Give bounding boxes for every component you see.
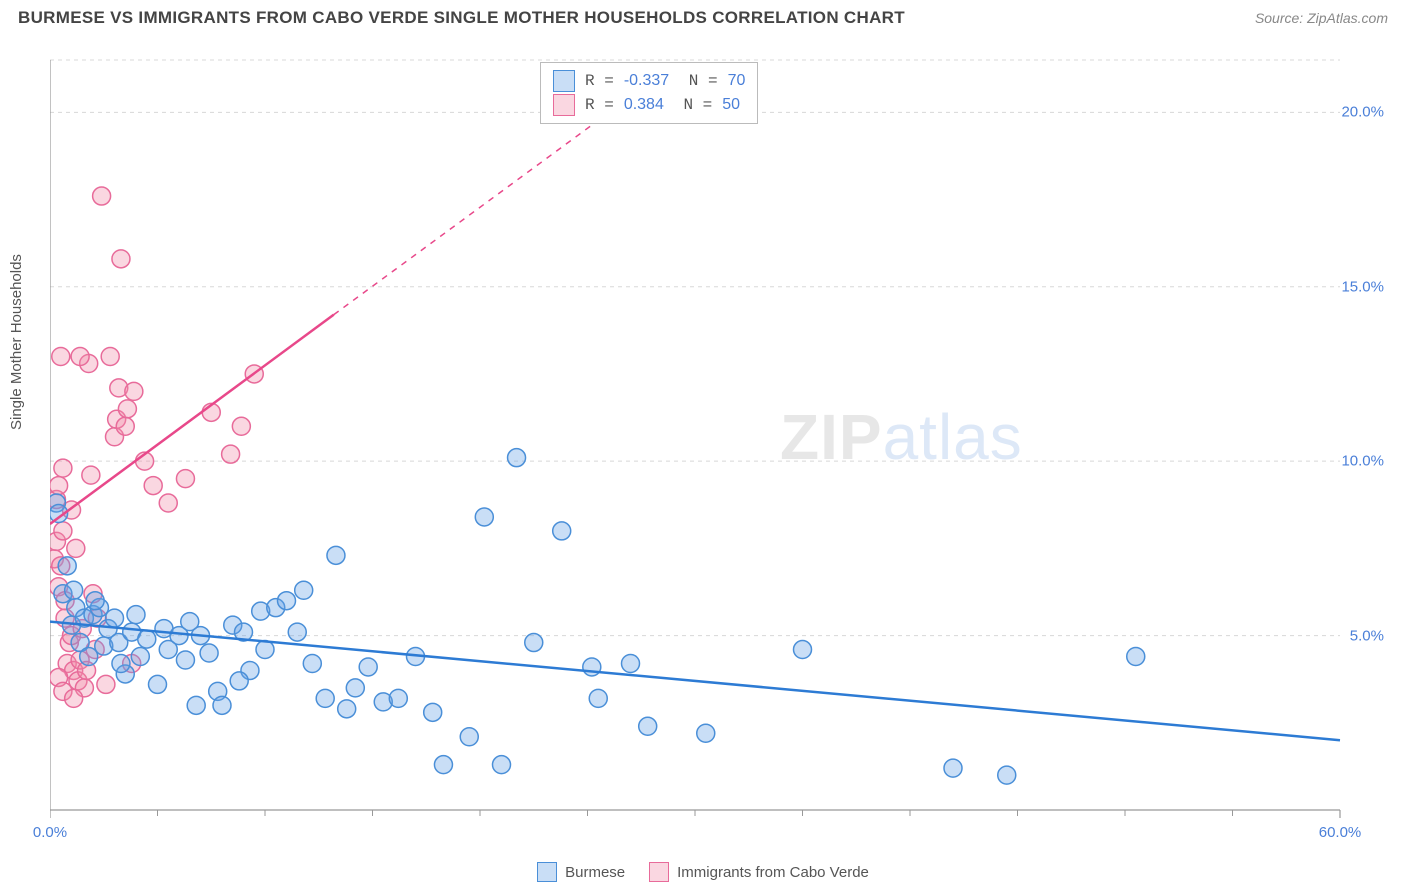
legend-swatch-cabo-verde [649, 862, 669, 882]
source-attribution: Source: ZipAtlas.com [1255, 10, 1388, 26]
stats-r-burmese: -0.337 [624, 69, 669, 93]
legend-item-burmese: Burmese [537, 862, 625, 882]
header: BURMESE VS IMMIGRANTS FROM CABO VERDE SI… [0, 0, 1406, 34]
stats-swatch-cabo-verde [553, 94, 575, 116]
y-axis-label: Single Mother Households [8, 254, 25, 430]
legend-label-burmese: Burmese [565, 864, 625, 881]
stats-legend: R = -0.337 N = 70 R = 0.384 N = 50 [540, 62, 758, 124]
chart-title: BURMESE VS IMMIGRANTS FROM CABO VERDE SI… [18, 8, 905, 28]
y-tick-label: 15.0% [1341, 278, 1384, 295]
legend-label-cabo-verde: Immigrants from Cabo Verde [677, 864, 869, 881]
y-tick-label: 10.0% [1341, 453, 1384, 470]
scatter-chart-svg [50, 50, 1390, 820]
chart-area: 5.0%10.0%15.0%20.0%0.0%60.0% [50, 50, 1390, 820]
stats-swatch-burmese [553, 70, 575, 92]
legend-swatch-burmese [537, 862, 557, 882]
stats-n-cabo-verde: 50 [722, 93, 740, 117]
legend-item-cabo-verde: Immigrants from Cabo Verde [649, 862, 869, 882]
stats-row-burmese: R = -0.337 N = 70 [553, 69, 745, 93]
stats-n-burmese: 70 [728, 69, 746, 93]
y-tick-label: 20.0% [1341, 104, 1384, 121]
stats-row-cabo-verde: R = 0.384 N = 50 [553, 93, 745, 117]
bottom-legend: Burmese Immigrants from Cabo Verde [0, 862, 1406, 882]
x-tick-label: 60.0% [1319, 824, 1362, 841]
stats-r-cabo-verde: 0.384 [624, 93, 664, 117]
x-tick-label: 0.0% [33, 824, 67, 841]
y-tick-label: 5.0% [1350, 627, 1384, 644]
